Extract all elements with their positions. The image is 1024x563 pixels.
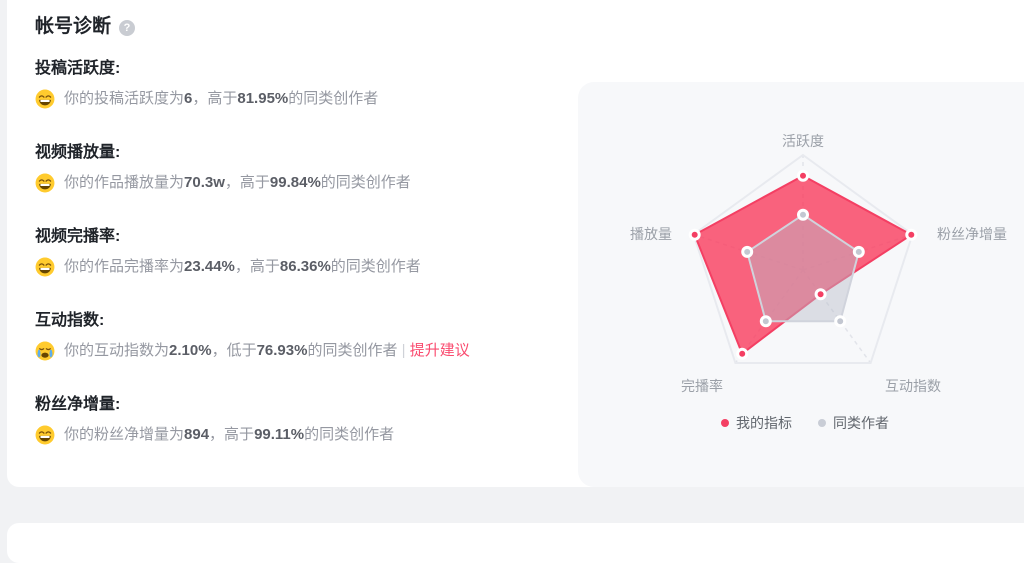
radar-axis-label: 粉丝净增量 [937, 226, 1007, 242]
diagnosis-section: 互动指数: 你的互动指数为2.10%，低于76.93%的同类创作者 | 提升建议 [35, 310, 565, 362]
radar-axis-label: 完播率 [681, 378, 723, 394]
section-heading: 粉丝净增量: [35, 396, 121, 413]
chart-legend: 我的指标 同类作者 [578, 413, 1024, 433]
metric-value: 2.10% [169, 342, 212, 359]
section-line: 你的作品完播率为23.44%，高于86.36%的同类创作者 [35, 256, 565, 278]
metric-value: 894 [184, 426, 210, 443]
legend-item-peers[interactable]: 同类作者 [818, 413, 889, 433]
diagnosis-section: 视频完播率: 你的作品完播率为23.44%，高于86.36%的同类创作者 [35, 226, 565, 278]
help-icon[interactable]: ? [119, 19, 136, 36]
improvement-suggestion-link[interactable]: 提升建议 [409, 342, 470, 359]
diagnosis-section: 粉丝净增量: 你的粉丝净增量为894，高于99.11%的同类创作者 [35, 394, 565, 446]
separator: | [397, 342, 410, 359]
metric-value: 6 [184, 90, 193, 107]
section-heading: 视频完播率: [35, 228, 121, 245]
title-row: 帐号诊断 ? [35, 13, 565, 40]
percentile-value: 99.11% [254, 426, 305, 443]
series-peer-polygon[interactable] [746, 213, 860, 323]
legend-label: 同类作者 [833, 415, 889, 431]
radar-axis-label: 活跃度 [782, 133, 824, 149]
legend-dot [818, 419, 826, 427]
radar-axis-label: 互动指数 [885, 378, 941, 394]
section-text: 你的投稿活跃度为6，高于81.95%的同类创作者 [64, 90, 379, 107]
diagnosis-text-column: 帐号诊断 ? 投稿活跃度: 你的投稿活跃度为6，高于81.95%的同类创作者 视… [35, 0, 565, 446]
diagnosis-section: 视频播放量: 你的作品播放量为70.3w，高于99.84%的同类创作者 [35, 142, 565, 194]
next-section-panel [7, 523, 1024, 563]
my-data-point[interactable] [688, 228, 701, 241]
smile-emoji [35, 425, 55, 445]
page-title: 帐号诊断 [35, 16, 112, 37]
section-line: 你的互动指数为2.10%，低于76.93%的同类创作者 | 提升建议 [35, 340, 565, 362]
diagnosis-sections: 投稿活跃度: 你的投稿活跃度为6，高于81.95%的同类创作者 视频播放量: 你… [35, 58, 565, 446]
section-line: 你的粉丝净增量为894，高于99.11%的同类创作者 [35, 424, 565, 446]
section-line: 你的投稿活跃度为6，高于81.95%的同类创作者 [35, 88, 565, 110]
radar-chart-card: 活跃度粉丝净增量互动指数 完播率 播放量 我的指标 同类作者 [578, 82, 1024, 487]
cry-emoji [35, 341, 55, 361]
section-heading: 投稿活跃度: [35, 60, 121, 77]
my-data-point[interactable] [814, 288, 827, 301]
percentile-value: 81.95% [237, 90, 289, 107]
percentile-value: 86.36% [279, 258, 331, 275]
my-data-point[interactable] [905, 228, 918, 241]
radar-axis-label: 播放量 [630, 226, 672, 242]
section-text: 你的互动指数为2.10%，低于76.93%的同类创作者 | 提升建议 [64, 342, 470, 359]
radar-grid-pentagon [692, 153, 914, 364]
metric-value: 23.44% [184, 258, 235, 275]
percentile-value: 99.84% [269, 174, 321, 191]
peer-data-point[interactable] [741, 245, 754, 258]
section-text: 你的粉丝净增量为894，高于99.11%的同类创作者 [64, 426, 395, 443]
my-data-point[interactable] [736, 347, 749, 360]
section-heading: 视频播放量: [35, 144, 121, 161]
legend-label: 我的指标 [736, 415, 792, 431]
diagnosis-section: 投稿活跃度: 你的投稿活跃度为6，高于81.95%的同类创作者 [35, 58, 565, 110]
section-heading: 互动指数: [35, 312, 105, 329]
legend-item-mine[interactable]: 我的指标 [721, 413, 792, 433]
smile-emoji [35, 89, 55, 109]
peer-data-point[interactable] [797, 208, 809, 221]
smile-emoji [35, 173, 55, 193]
smile-emoji [35, 257, 55, 277]
section-text: 你的作品播放量为70.3w，高于99.84%的同类创作者 [64, 174, 411, 191]
peer-data-point[interactable] [759, 315, 772, 328]
series-my-polygon[interactable] [693, 174, 913, 355]
peer-data-point[interactable] [834, 315, 847, 328]
percentile-value: 76.93% [256, 342, 308, 359]
metric-value: 70.3w [184, 174, 225, 191]
peer-data-point[interactable] [852, 245, 865, 258]
section-line: 你的作品播放量为70.3w，高于99.84%的同类创作者 [35, 172, 565, 194]
legend-dot [721, 419, 729, 427]
section-text: 你的作品完播率为23.44%，高于86.36%的同类创作者 [64, 258, 421, 275]
my-data-point[interactable] [797, 169, 809, 182]
